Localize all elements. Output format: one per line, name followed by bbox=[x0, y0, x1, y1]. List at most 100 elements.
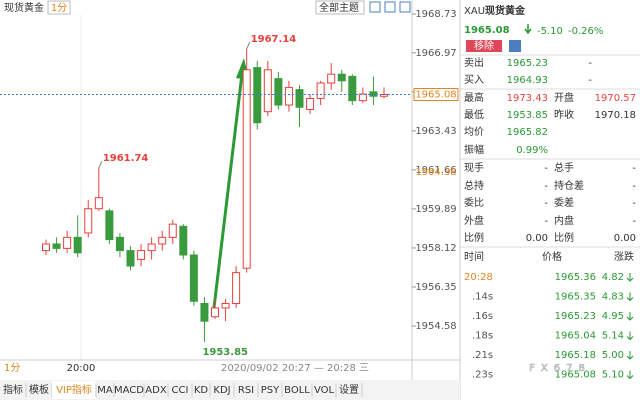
period-box[interactable] bbox=[47, 0, 71, 15]
period-label-bottom: 1分 bbox=[4, 362, 20, 374]
remove-button-label[interactable]: 移除 bbox=[474, 39, 494, 52]
toolbar-tab[interactable]: MACD bbox=[114, 385, 144, 396]
last-price-label: 1965.08 bbox=[415, 89, 456, 100]
stat-value: - bbox=[544, 216, 548, 227]
quote-code: XAU bbox=[464, 6, 485, 17]
high-label: 1961.74 bbox=[103, 153, 149, 164]
stat-value: - bbox=[588, 58, 592, 69]
low-label: 1953.85 bbox=[202, 347, 248, 358]
candle-body bbox=[147, 243, 156, 252]
y-tick-label: 1959.89 bbox=[415, 204, 456, 215]
stat-value: - bbox=[632, 198, 636, 209]
candle-body bbox=[327, 73, 336, 84]
candle-body bbox=[179, 225, 188, 256]
watermark: FX678 bbox=[529, 363, 591, 374]
stat-value: - bbox=[544, 163, 548, 174]
candle-body bbox=[73, 236, 82, 254]
trade-change: 4.82 bbox=[602, 272, 624, 283]
candle-body bbox=[242, 69, 251, 269]
candle-body bbox=[316, 82, 325, 99]
stat-label: 总持 bbox=[464, 179, 484, 192]
y-tick-label: 1968.73 bbox=[415, 9, 456, 20]
stat-value: - bbox=[632, 216, 636, 227]
trade-change: 4.83 bbox=[602, 292, 624, 303]
high-label-line bbox=[98, 160, 103, 169]
trade-change: 5.00 bbox=[602, 350, 624, 361]
stat-value: 1965.82 bbox=[507, 127, 548, 138]
stat-label: 均价 bbox=[464, 126, 484, 138]
candle-body bbox=[358, 93, 367, 102]
stat-label: 比例 bbox=[464, 231, 484, 244]
toolbar-tab[interactable]: ADX bbox=[145, 385, 167, 396]
candle-body bbox=[126, 250, 135, 267]
stat-label: 最高 bbox=[464, 91, 484, 104]
toolbar bbox=[0, 380, 460, 400]
toolbar-tab[interactable]: 模板 bbox=[29, 383, 49, 396]
stat-label: 振幅 bbox=[464, 143, 484, 156]
trade-time: .23s bbox=[472, 370, 493, 381]
toolbar-tab[interactable]: RSI bbox=[238, 385, 254, 396]
icon[interactable] bbox=[369, 1, 381, 13]
trade-arrow bbox=[626, 351, 634, 360]
trade-time: 20:28 bbox=[464, 272, 493, 283]
y-tick-label: 1954.58 bbox=[415, 321, 456, 332]
toolbar-tab[interactable]: CCI bbox=[172, 385, 189, 396]
stat-value: 0.00 bbox=[614, 233, 636, 244]
theme-menu-label[interactable]: 全部主题 bbox=[319, 1, 359, 14]
trade-price: 1965.04 bbox=[555, 331, 596, 342]
toolbar-tab[interactable]: BOLL bbox=[284, 385, 310, 396]
candle-body bbox=[84, 208, 93, 234]
trade-change: 5.10 bbox=[602, 370, 624, 381]
trade-arrow bbox=[626, 273, 634, 282]
period-label[interactable]: 1分 bbox=[51, 2, 67, 14]
stat-value: - bbox=[588, 75, 592, 86]
candle-body bbox=[348, 75, 357, 102]
trade-price: 1965.18 bbox=[555, 350, 596, 361]
quote-change: -5.10 bbox=[537, 26, 563, 37]
stat-label: 总手 bbox=[554, 161, 574, 174]
candle-body bbox=[232, 272, 241, 305]
trade-header: 时间 bbox=[464, 250, 484, 263]
y-tick-label: 1956.35 bbox=[415, 282, 456, 293]
stat-value: 1970.18 bbox=[595, 110, 636, 121]
toolbar-tab[interactable]: KDJ bbox=[213, 385, 230, 396]
y-tick-label: 1958.12 bbox=[415, 243, 456, 254]
icon[interactable] bbox=[384, 1, 396, 13]
toolbar-tab[interactable]: VOL bbox=[314, 385, 335, 396]
trade-price: 1965.08 bbox=[555, 370, 596, 381]
trade-arrow bbox=[626, 370, 634, 380]
candle-body bbox=[274, 78, 283, 106]
candle-body bbox=[284, 86, 293, 106]
cursor-price: 1964.38 bbox=[415, 167, 456, 178]
toolbar-tab[interactable]: PSY bbox=[261, 385, 280, 396]
theme-menu[interactable] bbox=[315, 0, 365, 15]
alert-icon[interactable] bbox=[509, 40, 521, 52]
candle-body bbox=[137, 250, 146, 260]
quote-change-pct: -0.26% bbox=[568, 26, 603, 37]
high-label-line bbox=[246, 41, 251, 50]
candle-body bbox=[306, 97, 315, 110]
quote-name: 现货黄金 bbox=[485, 4, 526, 17]
remove-button[interactable] bbox=[466, 40, 502, 52]
y-tick-label: 1963.43 bbox=[415, 126, 456, 137]
down-arrow bbox=[524, 24, 532, 35]
candle-body bbox=[221, 303, 230, 309]
high-label: 1967.14 bbox=[251, 34, 297, 45]
toolbar-tab[interactable]: KD bbox=[194, 385, 209, 396]
stat-label: 委比 bbox=[464, 196, 484, 209]
toolbar-tab[interactable]: 设置 bbox=[339, 384, 359, 396]
toolbar-tab[interactable]: VIP指标 bbox=[56, 383, 92, 396]
trade-arrow bbox=[626, 312, 634, 321]
x-tick-label: 20:00 bbox=[67, 363, 96, 374]
candle-body bbox=[94, 197, 103, 210]
trade-change: 4.95 bbox=[602, 311, 624, 322]
stat-value: 1973.43 bbox=[507, 93, 548, 104]
icon[interactable] bbox=[399, 1, 411, 13]
trade-change: 5.14 bbox=[602, 331, 624, 342]
toolbar-tab[interactable]: MA bbox=[97, 385, 113, 396]
candle-body bbox=[295, 89, 304, 108]
toolbar-tab[interactable]: 指标 bbox=[3, 383, 23, 396]
candle-body bbox=[115, 236, 124, 252]
candle-body bbox=[42, 243, 50, 252]
trade-time: .21s bbox=[472, 350, 493, 361]
